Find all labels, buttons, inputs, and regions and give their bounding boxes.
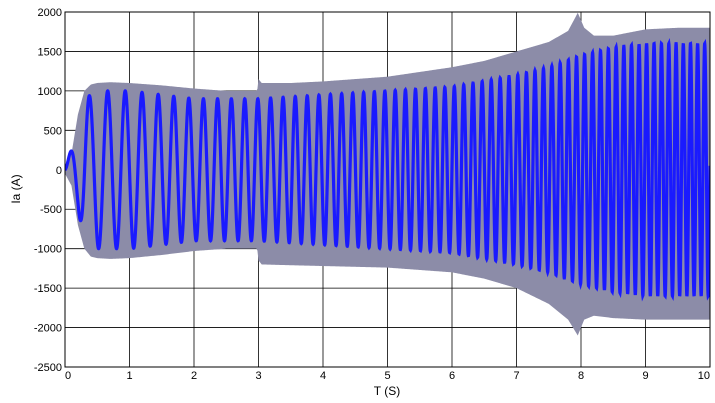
x-tick-label: 10 bbox=[698, 370, 710, 382]
x-tick-label: 7 bbox=[513, 370, 519, 382]
x-tick-label: 5 bbox=[384, 370, 390, 382]
y-tick-label: -2500 bbox=[34, 362, 62, 374]
y-tick-label: -1500 bbox=[34, 283, 62, 295]
x-tick-label: 8 bbox=[578, 370, 584, 382]
series-current-wave bbox=[65, 38, 710, 302]
data-layer bbox=[65, 12, 710, 336]
x-tick-labels: 0 1 2 3 4 5 6 7 8 9 10 bbox=[65, 370, 710, 382]
y-tick-label: 1000 bbox=[38, 86, 62, 98]
x-tick-label: 9 bbox=[642, 370, 648, 382]
y-tick-label: -500 bbox=[40, 204, 62, 216]
x-tick-label: 1 bbox=[126, 370, 132, 382]
x-tick-label: 4 bbox=[320, 370, 326, 382]
y-tick-label: 0 bbox=[56, 165, 62, 177]
plot-border bbox=[64, 11, 711, 368]
x-tick-label: 2 bbox=[191, 370, 197, 382]
x-tick-label: 0 bbox=[65, 370, 71, 382]
y-axis-label: Ia (A) bbox=[9, 174, 23, 203]
y-tick-label: 2000 bbox=[38, 7, 62, 19]
y-tick-label: 1500 bbox=[38, 46, 62, 58]
x-tick-label: 3 bbox=[255, 370, 261, 382]
x-axis-label: T (S) bbox=[374, 384, 400, 398]
x-tick-label: 6 bbox=[449, 370, 455, 382]
y-tick-label: 500 bbox=[44, 125, 62, 137]
y-tick-label: -2000 bbox=[34, 323, 62, 335]
y-tick-label: -1000 bbox=[34, 244, 62, 256]
y-tick-labels: 2000 1500 1000 500 0 -500 -1000 -1500 -2000 -2500 bbox=[34, 7, 62, 374]
